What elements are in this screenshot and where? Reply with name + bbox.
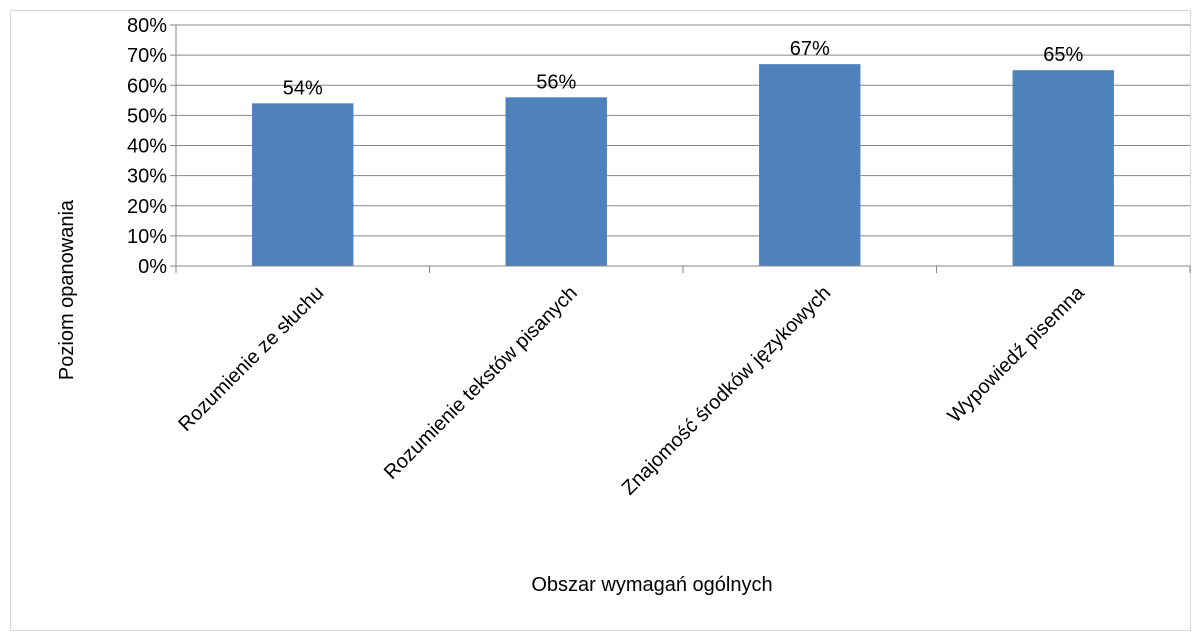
x-tick-labels: Rozumienie ze słuchu Rozumienie tekstów p…: [174, 281, 1089, 499]
x-tick-label: Wypowiedź pisemna: [944, 281, 1090, 427]
y-tick-label: 60%: [127, 75, 167, 97]
y-tick-label: 30%: [127, 166, 167, 188]
y-tick-labels: 0% 10% 20% 30% 40% 50% 60% 70% 80%: [127, 15, 167, 278]
data-labels: 54% 56% 67% 65%: [283, 38, 1084, 99]
data-label: 54%: [283, 77, 323, 99]
y-tick-label: 0%: [138, 256, 167, 278]
data-label: 56%: [536, 71, 576, 93]
y-tick-label: 40%: [127, 136, 167, 158]
y-tick-label: 80%: [127, 15, 167, 37]
x-tick-label: Znajomość środków językowych: [618, 282, 836, 500]
y-axis-title: Poziom opanowania: [56, 199, 78, 380]
y-tick-label: 70%: [127, 45, 167, 67]
x-tick-label: Rozumienie ze słuchu: [174, 282, 328, 436]
axes: [170, 24, 1191, 273]
y-tick-label: 50%: [127, 105, 167, 127]
bar: [759, 64, 861, 266]
x-axis-title: Obszar wymagań ogólnych: [531, 574, 772, 596]
data-label: 65%: [1043, 44, 1083, 66]
bar: [505, 97, 607, 266]
x-tick-label: Rozumienie tekstów pisanych: [380, 282, 582, 484]
y-tick-label: 10%: [127, 226, 167, 248]
y-tick-label: 20%: [127, 196, 167, 218]
bars: [252, 64, 1114, 266]
bar: [252, 103, 354, 266]
data-label: 67%: [790, 38, 830, 60]
bar: [1012, 70, 1114, 266]
